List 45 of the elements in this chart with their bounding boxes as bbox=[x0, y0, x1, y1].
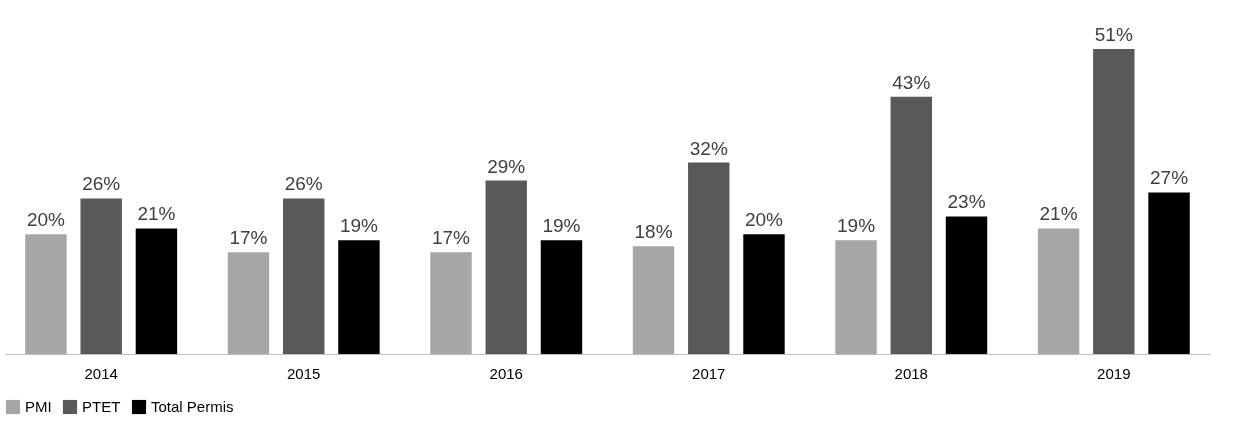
bar bbox=[743, 234, 785, 354]
data-label: 32% bbox=[689, 137, 728, 159]
legend-label: Total Permis bbox=[151, 398, 234, 415]
x-tick-label: 2019 bbox=[1097, 364, 1131, 382]
bar bbox=[227, 252, 270, 354]
data-label: 29% bbox=[487, 155, 526, 177]
bar bbox=[632, 246, 675, 354]
legend-label: PMI bbox=[25, 398, 52, 415]
data-label: 21% bbox=[137, 203, 176, 225]
bar bbox=[283, 198, 325, 354]
data-label: 20% bbox=[744, 209, 784, 231]
bar bbox=[25, 234, 67, 354]
x-tick-label: 2015 bbox=[287, 364, 321, 382]
bar bbox=[1037, 228, 1080, 354]
data-label: 27% bbox=[1150, 167, 1189, 189]
bar bbox=[835, 240, 877, 354]
data-label: 26% bbox=[284, 173, 323, 195]
bar bbox=[688, 162, 730, 354]
data-label: 43% bbox=[892, 71, 931, 93]
bar bbox=[1093, 48, 1135, 354]
bar bbox=[890, 96, 932, 354]
bar bbox=[135, 228, 178, 354]
bar bbox=[430, 252, 472, 354]
data-label: 19% bbox=[339, 215, 379, 237]
bar bbox=[485, 180, 527, 354]
data-label: 23% bbox=[947, 191, 986, 213]
bar bbox=[945, 216, 988, 354]
x-tick-label: 2014 bbox=[84, 364, 118, 382]
data-label: 17% bbox=[229, 227, 268, 249]
data-label: 18% bbox=[634, 221, 673, 243]
data-label: 26% bbox=[82, 173, 121, 195]
bar bbox=[80, 198, 122, 354]
bar bbox=[1148, 192, 1190, 354]
bar bbox=[540, 240, 583, 354]
x-tick-label: 2016 bbox=[489, 364, 523, 382]
data-label: 51% bbox=[1094, 23, 1133, 45]
x-tick-label: 2017 bbox=[692, 364, 726, 382]
data-label: 20% bbox=[26, 209, 66, 231]
legend-label: PTET bbox=[82, 398, 121, 415]
data-label: 21% bbox=[1039, 203, 1078, 225]
x-tick-label: 2018 bbox=[894, 364, 928, 382]
data-label: 19% bbox=[837, 215, 876, 237]
data-label: 19% bbox=[542, 215, 581, 237]
data-label: 17% bbox=[431, 227, 471, 249]
bar bbox=[338, 240, 380, 354]
